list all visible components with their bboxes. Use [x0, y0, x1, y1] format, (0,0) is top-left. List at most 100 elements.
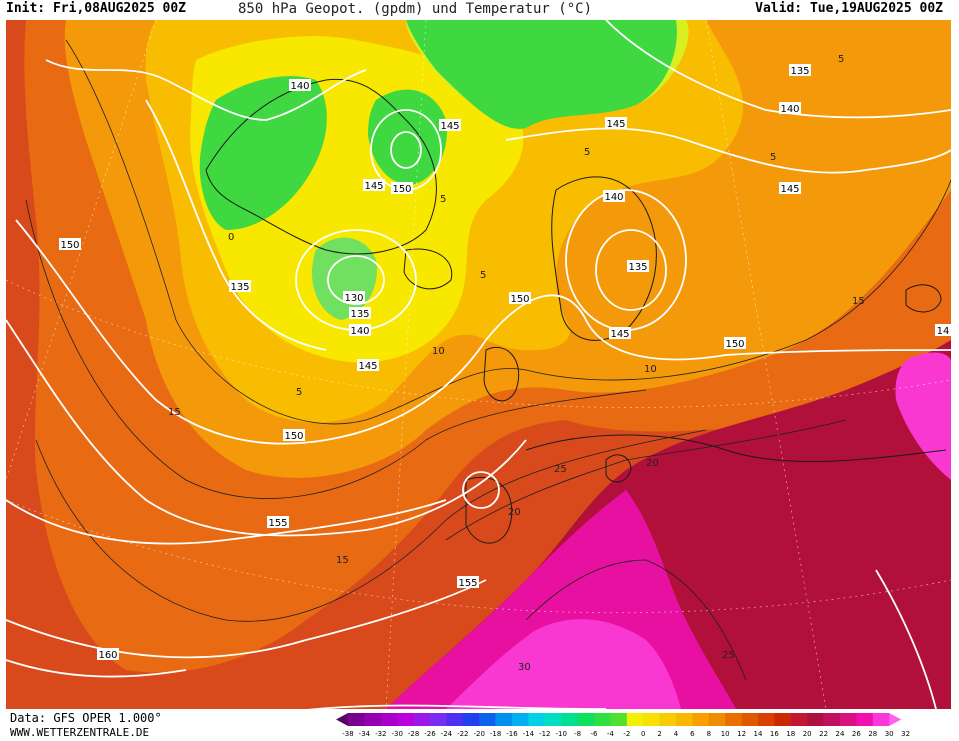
contour-160: [6, 659, 187, 678]
contour-south: [307, 704, 606, 709]
legend-swatch: [708, 713, 726, 726]
legend-label: 30: [884, 730, 894, 738]
geo-label-text: 140: [350, 326, 369, 337]
chart-title: 850 hPa Geopot. (gpdm) und Temperatur (°…: [238, 1, 593, 17]
contour-145-east: [505, 127, 951, 174]
contour-155: [6, 499, 447, 545]
temp-label: 5: [440, 194, 446, 205]
geo-label-text: 130: [344, 293, 363, 304]
geo-label: 130: [343, 291, 365, 304]
footer-bar: Data: GFS OPER 1.000° WWW.WETTERZENTRALE…: [0, 709, 959, 741]
geo-label: 150: [59, 238, 81, 251]
geo-label-text: 140: [290, 81, 309, 92]
legend-swatch: [840, 713, 857, 726]
temperature-geopotential-map: 140 135 145 140 145 150 145 145 140 150 …: [6, 20, 951, 709]
contour-low-greenland-2: [390, 131, 422, 169]
greenland-coast: [205, 78, 437, 255]
temp-band-hot-pink-east: [895, 352, 951, 480]
temp-label: 20: [646, 458, 659, 469]
temp-label: 5: [770, 152, 776, 163]
temp-label: 25: [722, 650, 735, 661]
temperature-label-layer: 5 5 5 5 0 5 5 10 10 15 15 15 20 20 25 30…: [168, 54, 865, 673]
legend-label: 0: [640, 730, 646, 738]
legend-swatch: [479, 713, 496, 726]
geo-label: 140: [603, 190, 625, 203]
temp-band-green-greenland: [199, 76, 327, 230]
website: WWW.WETTERZENTRALE.DE: [10, 726, 150, 739]
legend-swatch: [462, 713, 480, 726]
legend-label: 4: [673, 730, 679, 738]
geo-label-text: 150: [284, 431, 303, 442]
isotherm-15: [35, 429, 707, 622]
contour-southeast: [875, 569, 937, 709]
legend-label: 8: [706, 730, 712, 738]
legend-swatch: [348, 713, 365, 726]
legend-label: -22: [457, 730, 469, 738]
geo-label-text: 150: [510, 294, 529, 305]
legend-label: 6: [690, 730, 695, 738]
legend-label: -6: [590, 730, 598, 738]
geo-label: 135: [789, 64, 811, 77]
legend-labels: -38 -34 -32 -30 -28 -26 -24 -22 -20 -18 -16 -14 -12-…: [336, 730, 956, 740]
geopotential-label-layer: 140 135 145 140 145 150 145 145 140 150 …: [59, 64, 951, 661]
temp-label: 5: [480, 270, 486, 281]
legend-swatch: [643, 713, 660, 726]
header-bar: Init: Fri,08AUG2025 00Z 850 hPa Geopot. …: [0, 0, 959, 20]
legend-label: -16: [506, 730, 518, 738]
contour-low-iceland-2: [327, 255, 385, 305]
coastlines: [205, 78, 947, 544]
geo-label-text: 145: [364, 181, 383, 192]
data-source: Data: GFS OPER 1.000°: [10, 711, 162, 725]
legend-label: 22: [819, 730, 829, 738]
legend-swatch: [807, 713, 824, 726]
geo-label-text: 135: [790, 66, 809, 77]
legend-label: 18: [786, 730, 796, 738]
legend-arrow-right: [889, 713, 902, 726]
legend-label: -24: [440, 730, 453, 738]
legend-label: -28: [407, 730, 420, 738]
isotherm-5: [65, 39, 951, 425]
legend-swatch: [741, 713, 759, 726]
geo-label-text: 14: [937, 326, 950, 337]
geo-label-text: 140: [780, 104, 799, 115]
geo-label-text: 155: [268, 518, 287, 529]
temp-label: 25: [554, 464, 567, 475]
contour-140-north: [45, 59, 367, 121]
legend-swatch: [364, 713, 382, 726]
geo-label: 160: [97, 648, 119, 661]
geo-label-text: 135: [230, 282, 249, 293]
legend-swatch: [446, 713, 464, 726]
legend-swatch: [659, 713, 677, 726]
temp-label: 5: [296, 387, 302, 398]
temp-label: 5: [584, 147, 590, 158]
geo-label-text: 150: [725, 339, 744, 350]
color-legend: [336, 713, 902, 726]
legend-swatch: [561, 713, 578, 726]
legend-label: -26: [424, 730, 436, 738]
geo-label: 150: [724, 337, 746, 350]
map-area: 140 135 145 140 145 150 145 145 140 150 …: [6, 20, 951, 709]
legend-label: -38: [342, 730, 354, 738]
contour-150: [15, 219, 951, 445]
temp-label: 15: [336, 555, 349, 566]
legend-swatch: [528, 713, 546, 726]
legend-swatch: [512, 713, 529, 726]
legend-swatch: [856, 713, 874, 726]
legend-swatch: [790, 713, 808, 726]
contour-cutoff-iberia: [462, 471, 500, 509]
geo-label: 135: [229, 280, 251, 293]
legend-arrow-left: [336, 713, 348, 726]
geo-label: 150: [391, 182, 413, 195]
geopotential-contours: [6, 20, 951, 709]
isotherms: [25, 39, 951, 681]
legend-swatch: [495, 713, 513, 726]
geo-label: 145: [363, 179, 385, 192]
temp-band-green-greenland-east: [368, 89, 447, 185]
geo-label: 14: [935, 324, 951, 337]
geo-label-text: 145: [440, 121, 459, 132]
temp-label: 10: [644, 364, 657, 375]
legend-label: 20: [802, 730, 812, 738]
legend-swatch: [544, 713, 562, 726]
geo-label: 145: [439, 119, 461, 132]
